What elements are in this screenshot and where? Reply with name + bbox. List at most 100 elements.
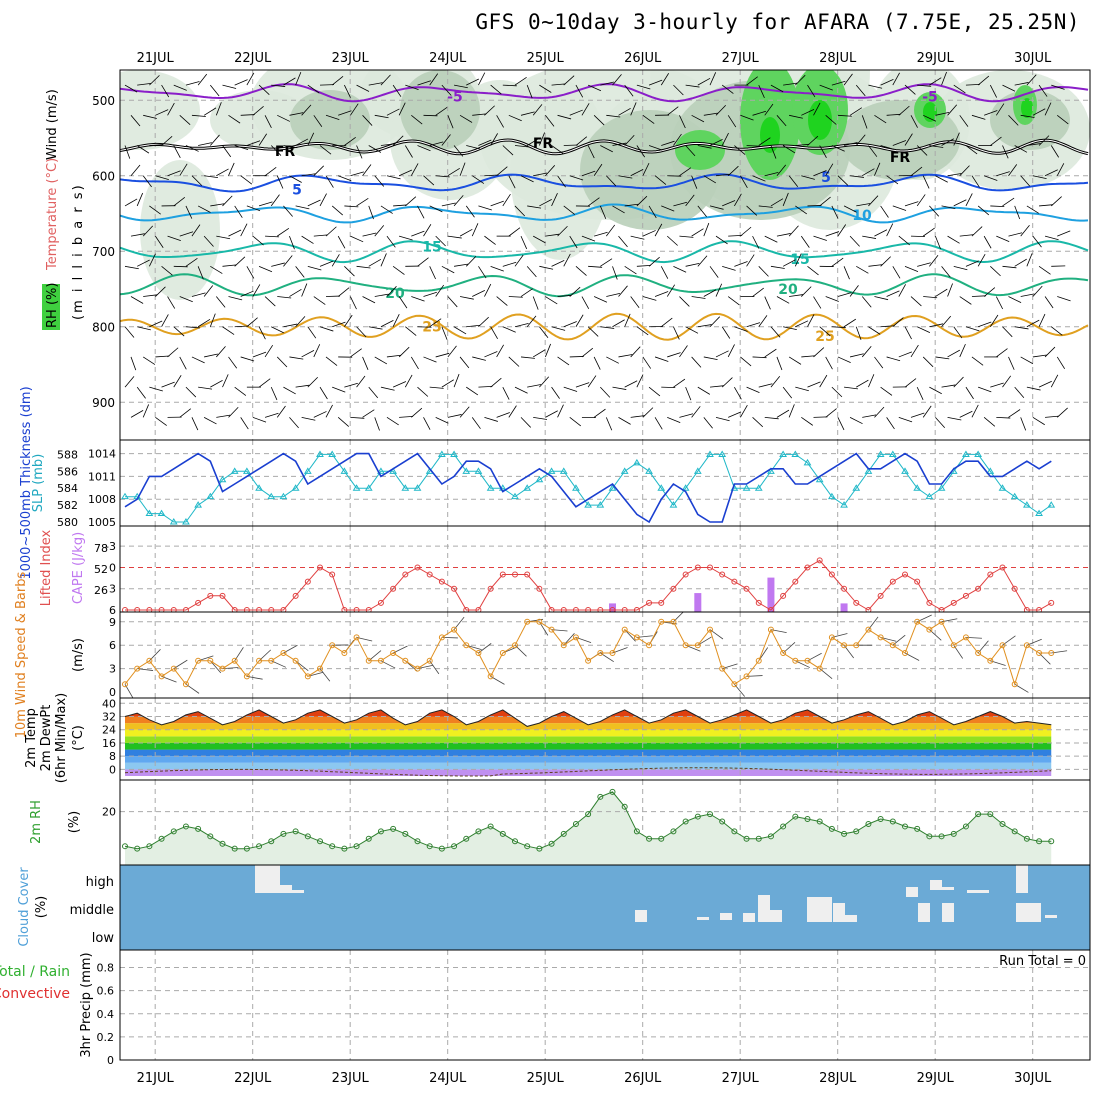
wind-barb <box>179 115 191 125</box>
wind-barb <box>923 114 937 122</box>
top-date-label: 23JUL <box>332 51 370 66</box>
precip-tick-label: 0.8 <box>97 962 115 975</box>
wind-speed-line-point <box>621 626 628 633</box>
bottom-date-label: 27JUL <box>722 1071 760 1086</box>
wind-barb <box>752 175 766 182</box>
wind-barb <box>880 386 893 396</box>
wind-barb <box>795 320 809 328</box>
wind-barb <box>642 356 652 369</box>
wind-barb <box>270 386 278 401</box>
lifted-index-line-point <box>755 599 762 606</box>
wind-barb <box>831 80 846 86</box>
thickness-line-point <box>754 484 763 491</box>
wind-barb <box>496 296 508 306</box>
wind-speed-line-point <box>792 657 799 664</box>
wind-barb <box>667 352 681 358</box>
wind-barb <box>453 326 467 335</box>
wind-speed-line-point <box>853 642 860 649</box>
wind-barb <box>1039 204 1054 207</box>
wind-barb <box>514 76 527 86</box>
wind-barb <box>886 290 900 297</box>
wind-barb <box>868 326 881 335</box>
wind-barb <box>478 72 486 86</box>
panel-ylabel-text: 3hr Precip (mm) <box>79 952 94 1057</box>
wind-barb <box>752 356 767 359</box>
wind-barb <box>618 417 631 425</box>
thickness-line-point <box>925 492 934 500</box>
wind-barb <box>886 113 901 116</box>
wind-barb <box>155 286 166 297</box>
wind-barb <box>405 84 419 91</box>
rh-line-point <box>487 823 494 830</box>
wind-barb <box>453 145 464 157</box>
wind-speed-line-point <box>962 634 969 641</box>
contour-label: FR <box>275 144 296 160</box>
wind-barb <box>721 377 733 388</box>
wind-barb <box>892 140 907 146</box>
wind-barb <box>447 345 457 358</box>
wind-barb <box>520 356 535 359</box>
wind-barb <box>313 344 321 358</box>
wind-barb <box>855 84 866 97</box>
wind-barb <box>941 71 947 86</box>
lifted-index-line-point <box>451 585 458 592</box>
wind-barb <box>130 410 144 418</box>
thickness-line-point <box>901 467 909 474</box>
wind-barb <box>1014 258 1027 267</box>
rh-area <box>125 791 1052 865</box>
lifted-index-line-point <box>304 578 311 585</box>
thickness-line-point <box>267 492 276 500</box>
wind-barb <box>405 326 417 336</box>
wind-barb <box>1056 407 1068 418</box>
wind-barb <box>807 84 816 98</box>
wind-barb <box>624 265 637 275</box>
wind-speed-line-point <box>499 650 506 656</box>
wind-speed-line-point <box>938 618 945 625</box>
wind-barb <box>843 205 857 213</box>
wind-barb <box>289 175 302 183</box>
lifted-index-line-point <box>158 607 165 612</box>
wind-barb <box>185 81 200 86</box>
wind-barb <box>222 84 237 89</box>
wind-barb <box>246 266 255 279</box>
wind-barb <box>191 114 206 117</box>
cape-bar <box>767 577 775 612</box>
wind-barb <box>898 351 913 358</box>
wind-barb <box>1020 417 1027 431</box>
lifted-index-line-point <box>170 607 177 612</box>
wind-barb <box>849 285 859 297</box>
wind-barb <box>155 175 169 180</box>
wind-barb <box>776 233 791 237</box>
wind-barb <box>417 386 429 397</box>
thickness-line-point <box>352 484 361 491</box>
wind-barb <box>209 313 216 327</box>
wind-barb <box>508 175 516 189</box>
wind-barb <box>795 205 808 215</box>
wind-barb <box>776 164 787 176</box>
wind-barb <box>149 144 164 146</box>
wind-barb <box>977 321 992 328</box>
wind-barb <box>325 404 333 418</box>
rh-line-point <box>950 830 957 837</box>
cloud-block <box>1016 903 1041 922</box>
precip-ylabel-convective: Convective <box>0 986 70 1002</box>
wind-barb <box>356 265 371 269</box>
wind-barb <box>563 205 576 215</box>
wind-barb <box>685 386 692 401</box>
wind-barb <box>142 404 150 418</box>
wind-speed-line-point <box>426 657 433 664</box>
wind-barb <box>727 115 737 128</box>
wind-barb <box>977 205 990 216</box>
wind-barb <box>904 84 916 95</box>
panel-ylabel-text: SLP (mb) <box>31 454 46 513</box>
lifted-index-line-point <box>390 585 397 592</box>
wind-barb <box>770 376 781 388</box>
wind-barb <box>331 205 344 216</box>
rh-line-point <box>670 828 677 835</box>
wind-barb <box>691 175 698 189</box>
wind-barb <box>642 114 655 124</box>
thickness-line-point <box>827 492 836 500</box>
wind-speed-line-point <box>609 650 616 656</box>
wind-barb <box>179 296 193 303</box>
bottom-date-label: 26JUL <box>624 1071 662 1086</box>
